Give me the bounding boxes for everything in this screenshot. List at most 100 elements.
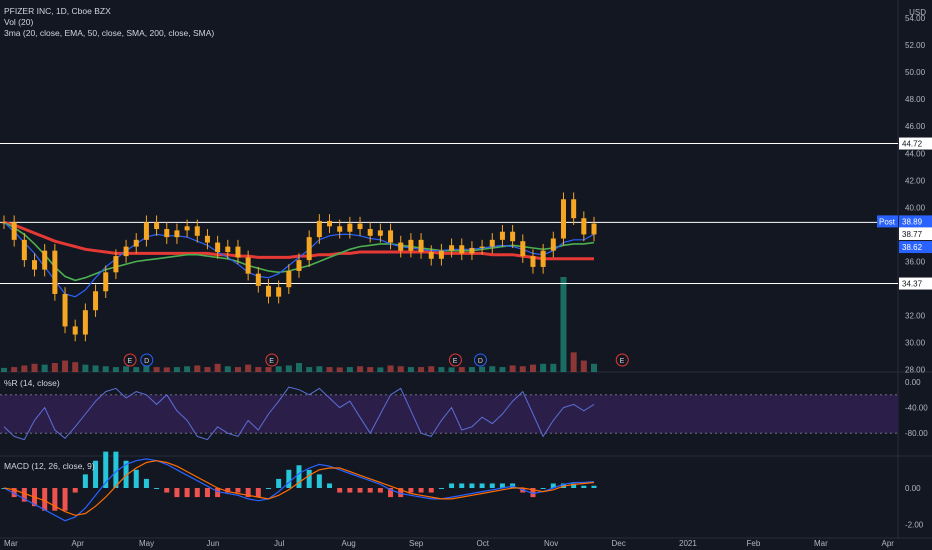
candle-body <box>296 260 302 271</box>
williams-tick-label: -40.00 <box>905 404 928 413</box>
price-label-bg <box>899 215 932 228</box>
price-tick-label: 40.00 <box>905 203 926 212</box>
macd-histogram-bar <box>316 474 322 488</box>
volume-bar <box>72 362 79 372</box>
macd-histogram-bar <box>215 488 221 498</box>
volume-bar <box>184 366 191 372</box>
williams-band <box>0 394 898 434</box>
volume-bar <box>31 363 38 372</box>
candle-body <box>52 250 58 294</box>
chart-legend: PFIZER INC, 1D, Cboe BZX Vol (20) 3ma (2… <box>4 6 214 39</box>
candle-body <box>113 256 119 273</box>
volume-bar <box>62 360 69 372</box>
candle-body <box>327 220 333 227</box>
post-label: Post <box>879 217 896 226</box>
candle-body <box>479 246 485 248</box>
volume-bar <box>468 367 475 372</box>
price-tick-label: 32.00 <box>905 312 926 321</box>
macd-histogram-bar <box>245 488 251 498</box>
x-tick-label: Sep <box>409 539 424 548</box>
macd-histogram-bar <box>123 460 129 488</box>
volume-bar <box>326 367 333 372</box>
price-tick-label: 28.00 <box>905 366 926 375</box>
x-tick-label: Mar <box>4 539 18 548</box>
event-marker-label: E <box>269 358 274 365</box>
macd-histogram-bar <box>82 474 88 488</box>
volume-bar <box>133 367 140 372</box>
macd-histogram-bar <box>377 488 383 493</box>
macd-tick-label: 0.00 <box>905 484 921 493</box>
volume-bar <box>285 365 292 372</box>
macd-histogram-bar <box>367 488 373 493</box>
macd-histogram-bar <box>571 483 577 488</box>
price-tick-label: 46.00 <box>905 122 926 131</box>
volume-bar <box>194 365 201 372</box>
volume-bar <box>438 367 445 372</box>
event-marker-label: E <box>620 358 625 365</box>
event-marker <box>265 353 279 367</box>
volume-bar <box>153 367 160 372</box>
candle-body <box>1 222 7 224</box>
candle-body <box>469 247 475 254</box>
macd-histogram-bar <box>235 488 241 493</box>
volume-bar <box>255 367 262 372</box>
candle-body <box>530 256 536 267</box>
ma-legend: 3ma (20, close, EMA, 50, close, SMA, 200… <box>4 28 215 38</box>
volume-bar <box>1 367 7 372</box>
volume-bar <box>336 367 343 372</box>
volume-bar <box>499 367 506 372</box>
candle-body <box>194 226 200 236</box>
macd-histogram-bar <box>540 488 546 489</box>
candle-body <box>235 246 241 258</box>
price-label-bg <box>899 228 932 241</box>
macd-signal-line <box>3 460 595 516</box>
macd-histogram-bar <box>42 488 48 511</box>
candle-body <box>21 239 27 261</box>
candle-body <box>93 291 99 311</box>
candle-body <box>449 245 455 251</box>
x-tick-label: May <box>139 539 154 548</box>
candle-body <box>316 220 322 238</box>
volume-bar <box>143 365 150 372</box>
price-tick-label: 50.00 <box>905 68 926 77</box>
candle-body <box>143 222 149 240</box>
volume-bar <box>418 367 425 372</box>
macd-histogram-bar <box>337 488 343 493</box>
volume-bar <box>224 366 231 372</box>
volume-bar <box>112 367 119 372</box>
volume-bar <box>591 363 597 372</box>
level-label: 44.72 <box>902 140 923 149</box>
volume-bar <box>529 364 536 372</box>
candle-body <box>245 257 251 274</box>
macd-histogram-bar <box>428 488 434 493</box>
candle-body <box>438 250 444 259</box>
price-tick-label: 36.00 <box>905 257 926 266</box>
level-label-bg <box>899 277 932 290</box>
candle-body <box>408 239 414 251</box>
macd-histogram-bar <box>327 483 333 488</box>
macd-tick-label: -2.00 <box>905 520 924 529</box>
candle-body <box>581 218 587 235</box>
volume-bar <box>92 365 99 372</box>
event-marker-label: E <box>453 358 458 365</box>
price-tick-label: 52.00 <box>905 41 926 50</box>
candle-body <box>540 250 546 267</box>
candle-body <box>550 238 556 251</box>
price-tick-label: 30.00 <box>905 339 926 348</box>
macd-histogram-bar <box>286 469 292 488</box>
volume-bar <box>489 366 496 372</box>
macd-histogram-bar <box>255 488 261 498</box>
macd-histogram-bar <box>133 469 139 488</box>
macd-histogram-bar <box>225 488 231 493</box>
volume-bar <box>51 362 58 372</box>
williams-r-legend: %R (14, close) <box>4 378 60 389</box>
macd-histogram-bar <box>418 488 424 493</box>
macd-histogram-bar <box>296 465 302 488</box>
candle-body <box>255 273 261 286</box>
candle-body <box>377 230 383 236</box>
macd-histogram-bar <box>489 483 495 488</box>
candle-body <box>154 222 160 230</box>
macd-histogram-bar <box>449 483 455 488</box>
macd-histogram-bar <box>103 451 109 488</box>
